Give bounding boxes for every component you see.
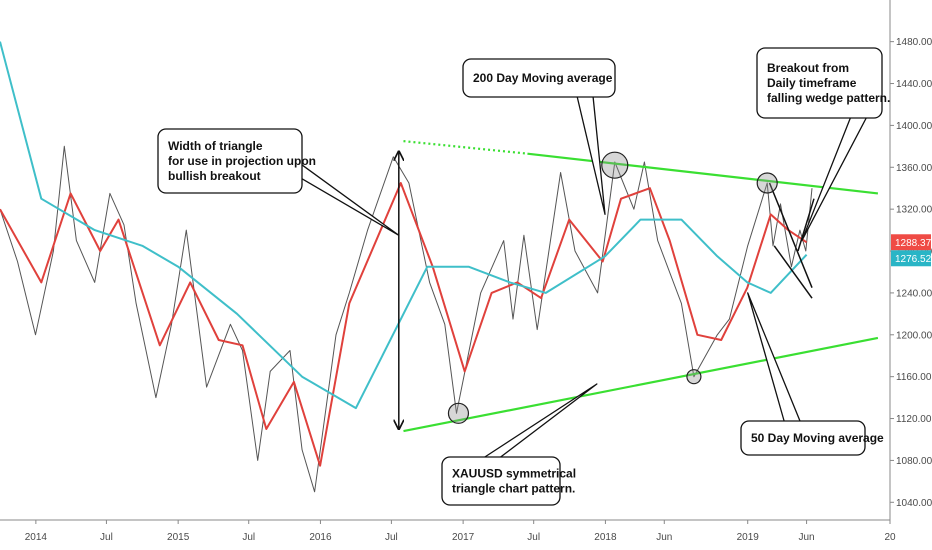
- callout-leader-layer: [300, 95, 868, 459]
- highlight-circle: [447, 402, 470, 424]
- wedge-lower-trendline: [773, 245, 813, 299]
- y-tick-label: 1080.00: [896, 456, 932, 467]
- callout-text-line: triangle chart pattern.: [452, 482, 575, 496]
- x-tick-label: 2016: [309, 532, 332, 543]
- callout-text-line: Width of triangle: [168, 139, 263, 153]
- breakout-trendline: [797, 198, 815, 252]
- y-tick-label: 1040.00: [896, 498, 932, 509]
- y-tick-label: 1480.00: [896, 37, 932, 48]
- highlight-circle: [601, 151, 629, 179]
- moving-average-layer: [0, 41, 808, 467]
- x-tick-label: Jun: [656, 532, 672, 543]
- last-value-badge: [891, 250, 931, 267]
- price-series-layer: [0, 145, 813, 493]
- price-line: [0, 145, 813, 493]
- callout-text-line: 200 Day Moving average: [473, 71, 613, 85]
- callout-text-line: for use in projection upon: [168, 154, 316, 168]
- callout-text-line: 50 Day Moving average: [751, 431, 884, 445]
- lower-triangle-trendline: [403, 336, 879, 433]
- wedge-upper-trendline: [768, 182, 813, 288]
- callout-box: [740, 420, 866, 456]
- x-tick-label: 20: [884, 532, 896, 543]
- callout-text-line: Daily timeframe: [767, 76, 857, 90]
- ma200-line: [0, 41, 808, 410]
- y-tick-label: 1440.00: [896, 79, 932, 90]
- x-tick-label: Jun: [799, 532, 815, 543]
- x-tick-label: Jul: [527, 532, 540, 543]
- callout-text-line: bullish breakout: [168, 169, 261, 183]
- callout-box: [756, 47, 883, 119]
- last-value-label: 1288.37: [895, 238, 932, 249]
- y-tick-label: 1240.00: [896, 288, 932, 299]
- x-tick-label: 2019: [737, 532, 760, 543]
- callout-text-line: falling wedge pattern.: [767, 91, 890, 105]
- upper-triangle-trendline: [527, 152, 879, 195]
- callout-box: [441, 456, 561, 506]
- highlight-circle: [686, 369, 702, 385]
- x-tick-label: 2017: [452, 532, 475, 543]
- y-tick-label: 1360.00: [896, 163, 932, 174]
- x-tick-label: Jul: [385, 532, 398, 543]
- x-tick-label: 2014: [25, 532, 48, 543]
- highlight-circle-layer: [447, 151, 778, 424]
- y-tick-label: 1320.00: [896, 205, 932, 216]
- callout-box: [157, 128, 303, 194]
- trendline-layer: [399, 140, 879, 433]
- y-tick-label: 1200.00: [896, 330, 932, 341]
- x-tick-label: Jul: [242, 532, 255, 543]
- y-tick-label: 1160.00: [896, 372, 932, 383]
- ma50-line: [0, 182, 808, 467]
- callout-box: [462, 58, 616, 98]
- x-tick-label: 2018: [594, 532, 617, 543]
- last-value-label: 1276.52: [895, 254, 932, 265]
- upper-triangle-dotted-trendline: [403, 140, 528, 155]
- last-value-badge: [891, 234, 931, 251]
- y-tick-label: 1400.00: [896, 121, 932, 132]
- callout-text-line: Breakout from: [767, 61, 849, 75]
- x-tick-label: 2015: [167, 532, 190, 543]
- x-tick-label: Jul: [100, 532, 113, 543]
- y-tick-label: 1120.00: [896, 414, 932, 425]
- callout-text-line: XAUUSD symmetrical: [452, 467, 576, 481]
- highlight-circle: [756, 172, 778, 194]
